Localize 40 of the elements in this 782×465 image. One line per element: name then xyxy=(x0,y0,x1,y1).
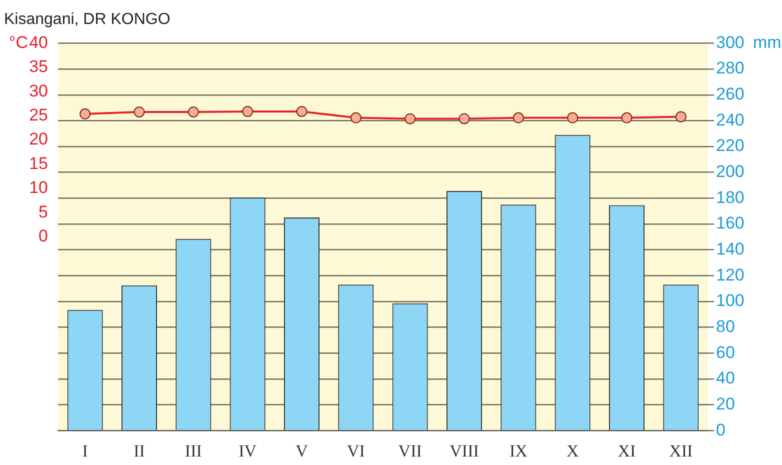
y2-tick-label: 0 xyxy=(716,420,726,440)
y2-tick-label: 80 xyxy=(716,316,735,336)
x-tick-label: III xyxy=(184,441,202,460)
y-tick-label: 25 xyxy=(29,106,48,125)
y2-tick-label: 140 xyxy=(716,240,744,258)
x-tick-label: VI xyxy=(346,441,366,460)
x-tick-label: XI xyxy=(618,441,636,460)
y2-tick-label: 100 xyxy=(716,291,744,310)
x-tick-label: IV xyxy=(238,441,258,460)
x-tick-label: X xyxy=(566,441,579,460)
x-tick-label: XII xyxy=(669,441,694,460)
y2-tick-label: 120 xyxy=(716,265,744,284)
y2-tick-label: 260 xyxy=(716,84,744,104)
y2-tick-label: 180 xyxy=(716,188,744,207)
y2-tick-label: 280 xyxy=(716,58,744,78)
chart-title: Kisangani, DR KONGO xyxy=(4,11,170,28)
y2-tick-label: 20 xyxy=(716,394,735,414)
y2-tick-label: 240 xyxy=(716,110,744,130)
y2-tick-label: 160 xyxy=(716,214,744,233)
y2-tick-label: 60 xyxy=(716,342,735,362)
y-axis-title: °C xyxy=(8,32,28,52)
y2-axis-title: mm xyxy=(753,32,782,52)
y2-tick-label: 220 xyxy=(716,136,744,156)
x-tick-label: II xyxy=(134,441,146,460)
y2-tick-label: 300 xyxy=(716,32,744,52)
x-tick-label: V xyxy=(296,441,309,460)
y-tick-label: 20 xyxy=(29,130,48,149)
y2-tick-label: 40 xyxy=(716,368,735,388)
x-tick-label: VII xyxy=(398,441,422,460)
y2-tick-label: 200 xyxy=(716,162,744,182)
y-tick-label: 5 xyxy=(38,202,48,222)
x-tick-label: I xyxy=(82,441,88,460)
y-tick-label: 30 xyxy=(29,81,48,100)
x-tick-label: IX xyxy=(509,441,528,460)
x-tick-label: VIII xyxy=(450,441,480,460)
y-tick-label: 10 xyxy=(29,178,48,198)
y-tick-label: 15 xyxy=(29,154,48,173)
y-tick-label: 35 xyxy=(29,57,48,76)
y-tick-label: 0 xyxy=(38,226,48,246)
y-tick-label: 40 xyxy=(29,32,48,52)
